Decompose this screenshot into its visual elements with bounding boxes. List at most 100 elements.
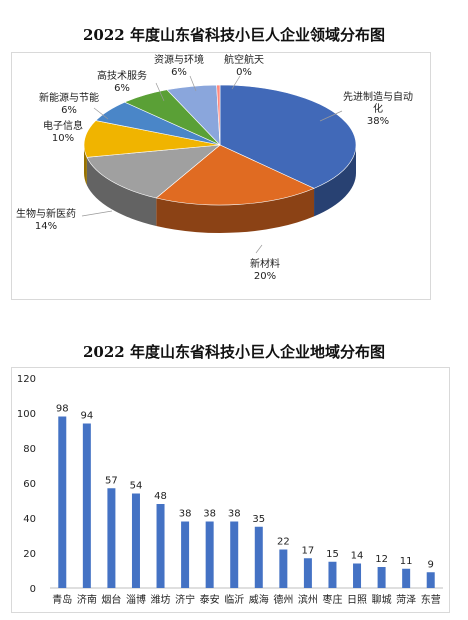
pie-chart-title: 2022 年度山东省科技小巨人企业领域分布图 xyxy=(83,26,385,44)
pie-label-text-5: 高技术服务 xyxy=(97,69,147,82)
pie-leader-line-2 xyxy=(81,210,113,217)
pie-label-text-4: 新能源与节能 xyxy=(39,91,99,104)
pie-label-percent-3: 10% xyxy=(52,133,74,144)
pie-slice-side-3 xyxy=(84,145,87,186)
bar-12 xyxy=(353,563,362,588)
pie-leader-line-0 xyxy=(319,110,343,122)
bar-chart-area: 0 20 40 60 80 100 120 98 青岛 94 济南 57 烟台 54 淄博 48 潍坊 38 济宁 3… xyxy=(11,367,450,613)
bar-chart: 0 20 40 60 80 100 120 98 青岛 94 济南 57 烟台 54 淄博 48 潍坊 38 济宁 3… xyxy=(17,374,443,606)
pie-label-text-3: 电子信息 xyxy=(43,119,83,132)
pie-label-text-0: 化 xyxy=(373,102,383,115)
pie-leader-line-4 xyxy=(93,107,109,120)
x-tick-label-11: 枣庄 xyxy=(322,593,342,606)
pie-leader-line-1 xyxy=(255,244,263,254)
pie-slice-1 xyxy=(155,144,315,206)
x-tick-label-2: 烟台 xyxy=(101,593,121,606)
y-tick-label-2: 40 xyxy=(23,514,36,525)
bar-value-label-7: 38 xyxy=(228,509,241,520)
y-tick-label-0: 0 xyxy=(30,584,36,595)
pie-label-text-0: 先进制造与自动 xyxy=(343,90,413,103)
bar-value-label-6: 38 xyxy=(203,509,216,520)
pie-slice-side-1 xyxy=(156,188,315,233)
bar-11 xyxy=(328,561,337,588)
pie-label-text-2: 生物与新医药 xyxy=(16,207,76,220)
pie-slice-7 xyxy=(216,84,221,146)
bar-9 xyxy=(279,549,288,588)
x-tick-label-3: 淄博 xyxy=(126,593,146,606)
bar-13 xyxy=(377,567,386,588)
pie-label-percent-2: 14% xyxy=(35,221,57,232)
bar-6 xyxy=(205,521,214,588)
pie-leader-line-6 xyxy=(189,75,197,92)
pie-leader-line-7 xyxy=(231,75,241,90)
pie-slice-2 xyxy=(86,144,221,199)
y-tick-label-5: 100 xyxy=(17,409,36,420)
bar-value-label-0: 98 xyxy=(56,404,69,415)
bar-value-label-11: 15 xyxy=(326,549,339,560)
x-tick-label-1: 济南 xyxy=(77,593,97,606)
x-tick-label-14: 菏泽 xyxy=(396,594,416,606)
bar-1 xyxy=(82,423,91,588)
bar-7 xyxy=(230,521,239,588)
pie-label-percent-6: 6% xyxy=(171,67,187,78)
y-tick-label-1: 20 xyxy=(23,549,36,560)
bar-8 xyxy=(254,526,263,588)
pie-label-percent-5: 6% xyxy=(114,83,130,94)
pie-label-text-7: 航空航天 xyxy=(224,53,264,66)
bar-value-label-12: 14 xyxy=(351,551,364,562)
bar-4 xyxy=(156,504,165,588)
bar-value-label-4: 48 xyxy=(154,491,167,502)
pie-chart: 先进制造与自动化38%新材料20%生物与新医药14%电子信息10%新能源与节能6… xyxy=(16,53,413,282)
y-tick-label-6: 120 xyxy=(17,374,36,385)
x-tick-label-7: 临沂 xyxy=(224,593,244,606)
x-tick-label-5: 济宁 xyxy=(175,593,195,606)
x-tick-label-4: 潍坊 xyxy=(151,593,171,606)
bar-2 xyxy=(107,488,116,588)
pie-slice-side-2 xyxy=(86,157,157,226)
y-tick-label-4: 80 xyxy=(23,444,36,455)
x-tick-label-8: 威海 xyxy=(249,593,269,606)
bar-5 xyxy=(181,521,190,588)
bar-value-label-15: 9 xyxy=(428,559,434,570)
bar-3 xyxy=(131,493,140,588)
x-tick-label-9: 德州 xyxy=(273,593,293,606)
bar-value-label-8: 35 xyxy=(252,514,265,525)
x-tick-label-15: 东营 xyxy=(421,593,441,606)
pie-label-percent-0: 38% xyxy=(367,116,389,127)
bar-value-label-9: 22 xyxy=(277,537,290,548)
bar-14 xyxy=(402,568,411,588)
x-tick-label-12: 日照 xyxy=(347,594,367,606)
bar-value-label-1: 94 xyxy=(80,411,93,422)
pie-leader-line-5 xyxy=(155,82,165,102)
bar-chart-title: 2022 年度山东省科技小巨人企业地域分布图 xyxy=(83,343,385,361)
x-tick-label-6: 泰安 xyxy=(200,593,220,606)
bar-value-label-14: 11 xyxy=(400,556,413,567)
bar-value-label-2: 57 xyxy=(105,475,118,486)
pie-label-text-6: 资源与环境 xyxy=(154,53,204,66)
bar-15 xyxy=(426,572,435,588)
pie-slice-3 xyxy=(83,120,221,158)
pie-slice-0 xyxy=(219,84,357,189)
y-tick-label-3: 60 xyxy=(23,479,36,490)
pie-slice-side-0 xyxy=(314,145,356,217)
pie-label-percent-4: 6% xyxy=(61,105,77,116)
x-tick-label-10: 滨州 xyxy=(298,593,318,606)
bar-10 xyxy=(303,558,312,588)
bar-0 xyxy=(58,416,67,588)
bar-value-label-10: 17 xyxy=(302,545,315,556)
pie-label-percent-1: 20% xyxy=(254,271,276,282)
bar-value-label-13: 12 xyxy=(375,554,388,565)
bar-value-label-3: 54 xyxy=(130,481,143,492)
pie-label-percent-7: 0% xyxy=(236,67,252,78)
x-tick-label-0: 青岛 xyxy=(52,593,72,606)
bar-value-label-5: 38 xyxy=(179,509,192,520)
x-tick-label-13: 聊城 xyxy=(372,593,392,606)
